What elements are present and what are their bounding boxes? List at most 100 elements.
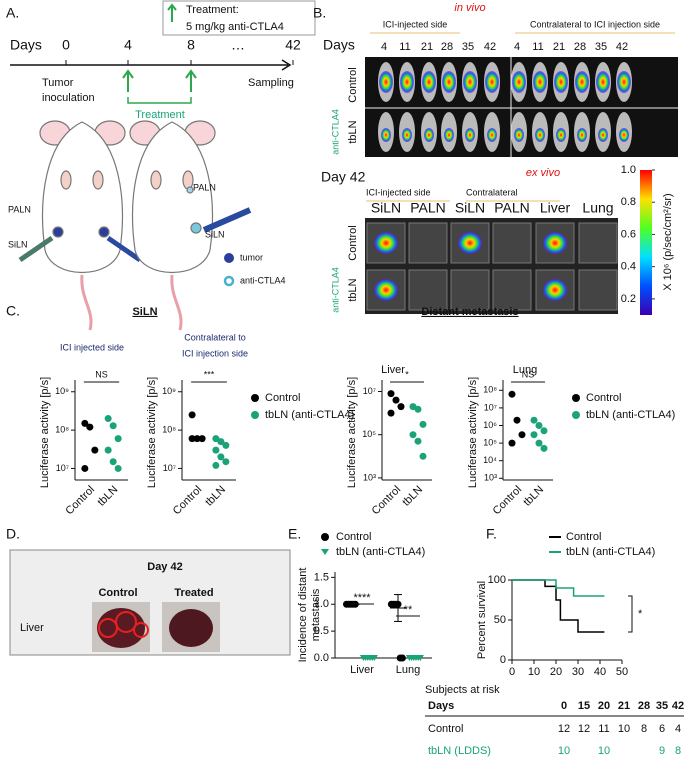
significance: NS bbox=[95, 369, 108, 379]
y-tick-label: 10³ bbox=[484, 473, 497, 483]
organ: PALN bbox=[494, 200, 530, 216]
y-axis-label: Luciferase activity [p/s] bbox=[467, 377, 479, 488]
data-point bbox=[86, 423, 94, 431]
data-point bbox=[398, 654, 406, 662]
data-point bbox=[414, 437, 422, 445]
signal bbox=[379, 71, 393, 93]
day-label: 35 bbox=[462, 41, 474, 53]
risk-cell: 6 bbox=[659, 723, 665, 735]
timeline bbox=[10, 59, 292, 71]
organ-image bbox=[408, 269, 448, 311]
arrow bbox=[167, 3, 177, 22]
y-tick-label: 10⁹ bbox=[162, 386, 176, 396]
signal bbox=[535, 128, 545, 142]
risk-header: 21 bbox=[618, 700, 630, 712]
risk-cell: 4 bbox=[675, 723, 681, 735]
signal bbox=[424, 128, 434, 142]
data-point bbox=[387, 409, 395, 417]
mouse-2 bbox=[129, 120, 252, 331]
y-tick-label: 100 bbox=[488, 574, 506, 586]
y-tick-label: 0.5 bbox=[314, 625, 329, 637]
data-point bbox=[419, 420, 427, 428]
organ: SiLN bbox=[455, 200, 485, 216]
day-label: 11 bbox=[532, 41, 543, 53]
row-label: tbLN bbox=[347, 120, 359, 143]
day-label: 21 bbox=[553, 41, 565, 53]
risk-header: 42 bbox=[672, 700, 684, 712]
survival-curve bbox=[512, 579, 605, 633]
data-point bbox=[188, 411, 196, 419]
x-tick-label: Lung bbox=[396, 664, 420, 676]
y-tick-label: 10⁴ bbox=[483, 455, 497, 465]
x-tick-label: 50 bbox=[616, 666, 628, 678]
legend-marker bbox=[251, 411, 259, 419]
signal bbox=[422, 71, 436, 93]
y-tick-label: 10⁶ bbox=[483, 420, 497, 430]
legend-tumor bbox=[224, 253, 234, 263]
data-point bbox=[535, 439, 543, 447]
day-label: 8 bbox=[187, 37, 195, 53]
group: Treated bbox=[174, 587, 213, 599]
x-tick-label: tbLN bbox=[95, 484, 120, 509]
data-point bbox=[508, 439, 516, 447]
x-tick-label: Control bbox=[491, 484, 525, 518]
data-point bbox=[198, 435, 206, 443]
plot-title: Lung bbox=[513, 364, 537, 376]
data-point bbox=[81, 464, 89, 472]
significance: NS bbox=[522, 369, 535, 379]
colorbar-tick-label: 1.0 bbox=[621, 164, 636, 176]
sig-bracket bbox=[628, 595, 633, 633]
day-label: 35 bbox=[595, 41, 607, 53]
survival-curve bbox=[512, 579, 605, 597]
days-label: Days bbox=[10, 37, 42, 53]
x-tick-label: Liver bbox=[350, 664, 374, 676]
x-tick-label: tbLN bbox=[521, 484, 546, 509]
legend-label: tumor bbox=[240, 252, 263, 262]
x-tick-label: Control bbox=[171, 484, 205, 518]
section-title: Distant metastasis bbox=[421, 306, 518, 318]
day42: Day 42 bbox=[321, 169, 366, 185]
days-label: Days bbox=[323, 37, 355, 53]
event: Sampling bbox=[248, 77, 294, 89]
organ-image bbox=[450, 269, 490, 311]
y-tick-label: 1.0 bbox=[314, 598, 329, 610]
x-tick-label: Control bbox=[63, 484, 97, 518]
data-point bbox=[530, 416, 538, 424]
day-label: 4 bbox=[124, 37, 132, 53]
risk-cell: 8 bbox=[641, 723, 647, 735]
risk-header: 0 bbox=[561, 700, 567, 712]
y-tick-label: 10⁹ bbox=[55, 386, 69, 396]
signal bbox=[619, 128, 629, 142]
side: Contralateral bbox=[466, 187, 518, 197]
day-label: 28 bbox=[574, 41, 586, 53]
legend-label: Control bbox=[336, 531, 371, 543]
y-tick-label: 10³ bbox=[363, 472, 376, 482]
y-axis-label: Luciferase activity [p/s] bbox=[39, 377, 51, 488]
significance: * bbox=[638, 608, 643, 620]
data-point bbox=[217, 453, 225, 461]
significance: *** bbox=[204, 369, 215, 379]
liver bbox=[97, 608, 145, 648]
data-point bbox=[217, 438, 225, 446]
data-point bbox=[222, 441, 230, 449]
panel-label: D. bbox=[6, 526, 20, 542]
organ: Lung bbox=[582, 200, 613, 216]
row-label: Control bbox=[347, 225, 359, 260]
colorbar-tick-label: 0.6 bbox=[621, 228, 636, 240]
colorbar-tick-label: 0.8 bbox=[621, 196, 636, 208]
signal bbox=[617, 71, 631, 93]
liver bbox=[169, 609, 213, 647]
risk-title: Subjects at risk bbox=[425, 684, 500, 696]
data-point bbox=[370, 655, 378, 661]
row-label: Control bbox=[347, 67, 359, 102]
panel-label: C. bbox=[6, 303, 20, 319]
legend-marker bbox=[321, 533, 329, 541]
y-tick-label: 0 bbox=[500, 654, 506, 666]
x-tick-label: Control bbox=[370, 484, 404, 518]
risk-cell: tbLN (LDDS) bbox=[428, 745, 491, 757]
risk-cell: 10 bbox=[618, 723, 630, 735]
group-label: anti-CTLA4 bbox=[330, 267, 340, 313]
panel-label: E. bbox=[288, 526, 301, 542]
data-point bbox=[518, 431, 526, 439]
data-point bbox=[104, 415, 112, 423]
